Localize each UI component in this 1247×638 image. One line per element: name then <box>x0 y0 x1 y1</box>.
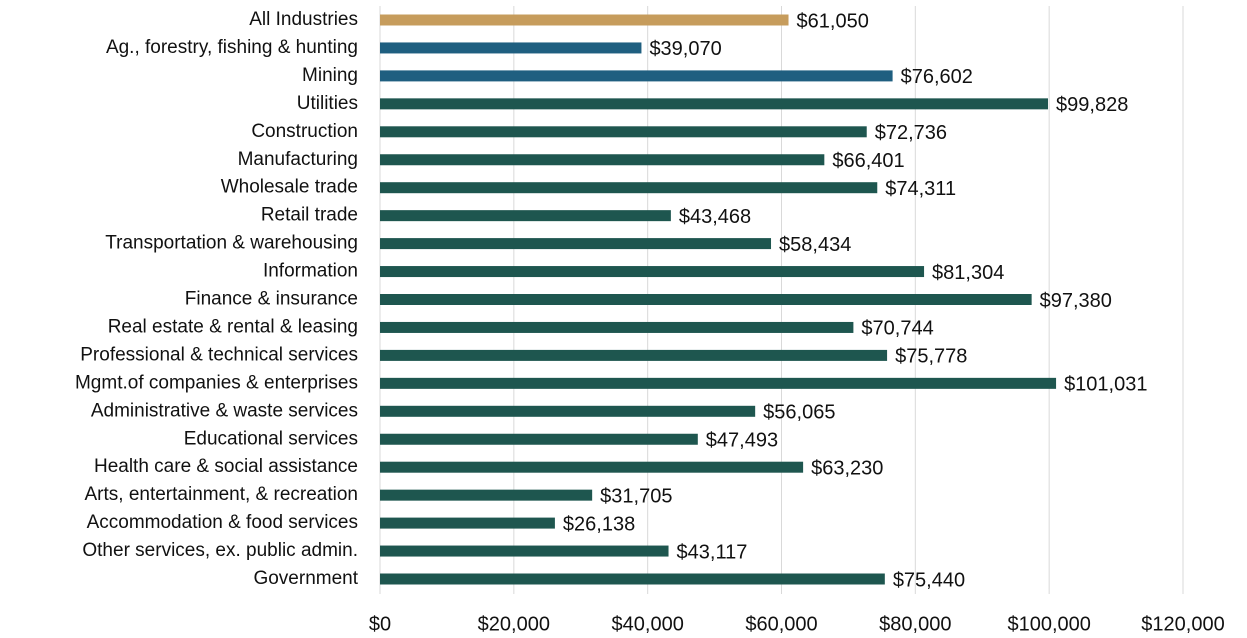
value-label: $74,311 <box>885 178 956 200</box>
value-label: $26,138 <box>563 513 635 535</box>
value-label: $70,744 <box>861 318 933 340</box>
category-label: Professional & technical services <box>80 344 358 365</box>
category-label: Transportation & warehousing <box>105 233 358 254</box>
bar <box>380 154 825 166</box>
value-label: $72,736 <box>875 122 947 144</box>
bar <box>380 349 888 361</box>
bar <box>380 377 1057 389</box>
category-label: Finance & insurance <box>185 289 358 310</box>
bar <box>380 98 1049 110</box>
value-label: $66,401 <box>832 150 904 172</box>
category-label: Ag., forestry, fishing & hunting <box>106 37 358 58</box>
bar <box>380 266 925 278</box>
category-label: Real estate & rental & leasing <box>108 316 358 337</box>
bar <box>380 210 671 222</box>
value-label: $75,778 <box>895 346 967 368</box>
value-label: $81,304 <box>932 262 1004 284</box>
value-label: $101,031 <box>1064 374 1147 396</box>
bar <box>380 461 804 473</box>
bar <box>380 517 555 529</box>
value-label: $58,434 <box>779 234 851 256</box>
category-label: Accommodation & food services <box>87 512 358 533</box>
x-tick-label: $60,000 <box>745 613 817 635</box>
category-label: Other services, ex. public admin. <box>82 540 358 561</box>
bar <box>380 321 854 333</box>
category-label: Wholesale trade <box>221 177 358 198</box>
category-label: Educational services <box>184 428 358 449</box>
value-label: $76,602 <box>901 66 973 88</box>
bar <box>380 42 642 54</box>
value-label: $75,440 <box>893 569 965 591</box>
category-label: Manufacturing <box>238 149 358 170</box>
category-label: Arts, entertainment, & recreation <box>84 484 358 505</box>
value-label: $56,065 <box>763 402 835 424</box>
bar <box>380 545 669 557</box>
category-label: Information <box>263 261 358 282</box>
x-tick-label: $0 <box>369 613 391 635</box>
bar <box>380 405 756 417</box>
value-label: $63,230 <box>811 457 883 479</box>
value-label: $99,828 <box>1056 94 1128 116</box>
bar <box>380 70 893 82</box>
x-tick-label: $100,000 <box>1007 613 1090 635</box>
x-tick-label: $20,000 <box>478 613 550 635</box>
bar <box>380 126 867 138</box>
value-label: $43,468 <box>679 206 751 228</box>
category-label: Mining <box>302 65 358 86</box>
x-tick-label: $40,000 <box>612 613 684 635</box>
bar <box>380 14 789 26</box>
bar <box>380 294 1032 305</box>
value-label: $97,380 <box>1040 290 1112 312</box>
category-label: All Industries <box>249 9 358 30</box>
category-label: Construction <box>251 121 358 142</box>
bar <box>380 238 772 250</box>
value-label: $43,117 <box>677 541 748 563</box>
category-label: Utilities <box>297 93 358 114</box>
x-tick-label: $120,000 <box>1141 613 1224 635</box>
bar <box>380 182 878 194</box>
bar <box>380 573 885 585</box>
category-label: Government <box>253 568 358 589</box>
x-tick-label: $80,000 <box>879 613 951 635</box>
category-label: Health care & social assistance <box>94 456 358 477</box>
bar <box>380 489 593 501</box>
bar <box>380 433 698 445</box>
category-label: Mgmt.of companies & enterprises <box>75 372 358 393</box>
value-label: $61,050 <box>797 10 869 32</box>
category-label: Retail trade <box>261 205 358 226</box>
value-label: $31,705 <box>600 485 672 507</box>
value-label: $47,493 <box>706 430 778 452</box>
value-label: $39,070 <box>649 38 721 60</box>
category-label: Administrative & waste services <box>91 400 358 421</box>
